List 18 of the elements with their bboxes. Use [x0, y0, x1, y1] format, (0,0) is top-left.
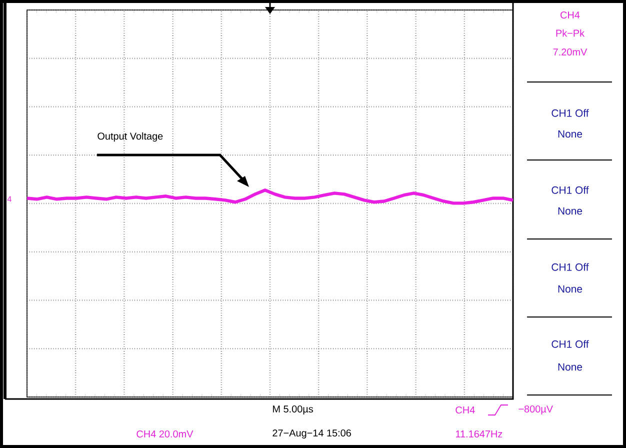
text: Pk−Pk	[556, 29, 585, 37]
text: M 5.00µs	[273, 405, 314, 414]
text: 27−Aug−14 15:06	[272, 429, 351, 438]
text: CH4	[560, 11, 580, 19]
text: Output Voltage	[98, 132, 163, 142]
text: −800µV	[518, 405, 553, 414]
text: None	[558, 207, 582, 215]
text: CH1 Off	[552, 109, 589, 117]
text: 11.1647Hz	[456, 430, 502, 438]
text: CH1 Off	[552, 186, 589, 194]
text: CH1 Off	[552, 263, 589, 271]
text: None	[558, 363, 582, 371]
text: CH4 20.0mV	[136, 430, 194, 438]
text: 7.20mV	[553, 48, 588, 56]
text: None	[558, 130, 582, 138]
text: CH4	[456, 406, 475, 414]
text: None	[558, 285, 582, 293]
text: CH1 Off	[552, 340, 589, 348]
